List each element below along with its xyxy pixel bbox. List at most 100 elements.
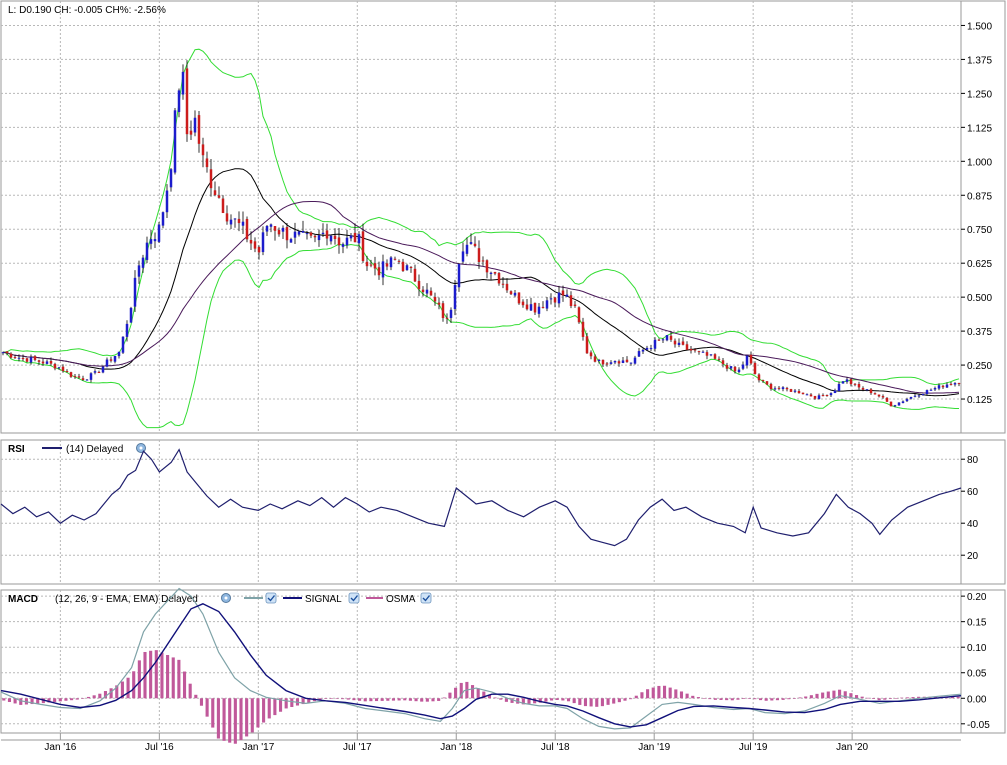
candle-body	[289, 239, 293, 243]
osma-bar	[211, 698, 215, 728]
candle-body	[233, 218, 237, 220]
candle	[821, 393, 825, 397]
candle	[209, 158, 213, 197]
osma-bar	[448, 692, 452, 699]
candle	[349, 232, 353, 242]
osma-bar	[58, 698, 62, 702]
candle-body	[713, 354, 717, 359]
candle-body	[121, 336, 125, 353]
candle-body	[509, 291, 513, 295]
osma-bar	[171, 657, 175, 699]
osma-bar	[346, 698, 350, 700]
candle-body	[637, 351, 641, 357]
osma-bar	[662, 685, 667, 699]
candle	[385, 259, 389, 271]
candle-body	[5, 351, 9, 354]
candle-body	[585, 336, 589, 354]
candle-body	[113, 355, 117, 362]
osma-label: OSMA	[386, 594, 416, 605]
osma-bar	[149, 650, 153, 699]
candle-body	[269, 224, 273, 227]
osma-bar	[612, 698, 616, 704]
candle-body	[397, 260, 401, 262]
candle	[529, 297, 533, 312]
candle	[393, 256, 397, 261]
candle-body	[33, 356, 37, 360]
x-tick-label: Jul '19	[739, 742, 768, 753]
macd-y-tick-label: 0.10	[967, 643, 987, 654]
candle-body	[377, 267, 381, 276]
candle	[633, 355, 637, 365]
candle	[809, 393, 813, 397]
candle-body	[573, 304, 577, 306]
candle	[1, 351, 5, 356]
candle-body	[521, 301, 525, 306]
candle-body	[177, 90, 181, 112]
x-tick-label: Jul '16	[145, 742, 174, 753]
osma-bar	[679, 691, 684, 699]
candle	[217, 186, 221, 199]
macd-line-check-icon[interactable]	[265, 592, 277, 604]
osma-bar	[391, 698, 396, 701]
candle	[557, 285, 561, 308]
osma-bar	[510, 698, 514, 703]
bollinger-lower-line	[2, 243, 959, 429]
candle	[117, 351, 121, 359]
candle	[777, 386, 781, 391]
candle	[365, 255, 369, 271]
candle	[381, 254, 385, 286]
candle	[761, 379, 765, 383]
osma-bar	[273, 698, 277, 716]
candle-body	[229, 219, 233, 225]
candle	[225, 205, 229, 225]
osma-bar	[583, 698, 588, 707]
candle	[677, 338, 681, 348]
bollinger-upper-line	[2, 48, 960, 386]
candle-body	[285, 227, 289, 241]
candle	[141, 254, 145, 273]
candle-body	[49, 360, 53, 364]
osma-bar	[30, 698, 34, 705]
candle-body	[237, 218, 241, 224]
candle	[561, 285, 565, 302]
signal-check-icon[interactable]	[348, 592, 360, 604]
price-y-tick-label: 1.500	[967, 21, 992, 32]
candle	[65, 369, 69, 373]
candle-body	[869, 389, 873, 394]
candle	[357, 231, 361, 252]
osma-bar	[956, 696, 960, 699]
candle	[785, 386, 789, 392]
osma-bar	[132, 671, 136, 699]
candle	[297, 231, 301, 237]
candle	[101, 365, 105, 374]
osma-bar	[86, 696, 91, 699]
candle-body	[881, 396, 885, 398]
candle	[941, 384, 945, 390]
candle	[773, 386, 777, 391]
candle	[25, 357, 29, 363]
candle	[685, 341, 689, 351]
candle-body	[197, 115, 201, 144]
candle	[317, 229, 321, 247]
candle	[325, 223, 329, 246]
candle-body	[449, 309, 453, 318]
candle-body	[693, 349, 697, 351]
osma-bar	[369, 698, 373, 702]
rsi-settings-icon[interactable]	[136, 443, 146, 453]
candle-body	[133, 277, 137, 307]
candle	[453, 279, 457, 316]
candle	[945, 382, 949, 388]
osma-bar	[7, 698, 12, 702]
candle-body	[873, 393, 877, 395]
candle	[197, 111, 201, 153]
candle-body	[657, 339, 661, 341]
macd-settings-icon[interactable]	[221, 593, 231, 603]
osma-check-icon[interactable]	[420, 592, 432, 604]
candle-body	[553, 297, 557, 303]
candle-body	[941, 385, 945, 388]
candle	[321, 223, 325, 238]
rsi-y-tick-label: 20	[967, 551, 979, 562]
candle	[597, 358, 601, 364]
candle	[697, 350, 701, 355]
